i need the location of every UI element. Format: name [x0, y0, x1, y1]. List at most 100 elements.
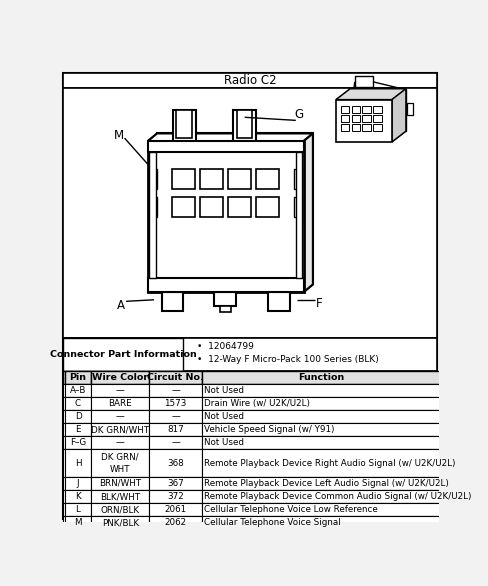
Bar	[63, 516, 437, 529]
Bar	[149, 436, 202, 449]
Text: —: —	[171, 412, 180, 421]
Bar	[63, 423, 437, 436]
Bar	[172, 196, 196, 217]
Bar	[363, 105, 371, 113]
Bar	[202, 477, 440, 490]
Bar	[149, 397, 202, 410]
Bar	[63, 449, 437, 477]
Bar	[63, 477, 437, 490]
Text: ORN/BLK: ORN/BLK	[101, 505, 140, 514]
Bar	[200, 169, 224, 189]
Bar	[63, 338, 437, 370]
Bar	[352, 124, 360, 131]
Bar	[355, 77, 373, 87]
Bar	[202, 410, 440, 423]
Polygon shape	[392, 89, 406, 142]
Bar	[341, 124, 349, 131]
Text: WHT: WHT	[110, 465, 131, 473]
Bar	[407, 103, 413, 115]
Bar	[91, 436, 149, 449]
Text: 817: 817	[167, 425, 184, 434]
Text: L: L	[76, 505, 81, 514]
Text: Connector Part Information: Connector Part Information	[50, 350, 197, 359]
Bar	[228, 196, 251, 217]
Text: F: F	[316, 297, 323, 310]
Text: C: C	[75, 399, 81, 408]
Bar	[148, 278, 304, 292]
Bar	[268, 292, 289, 311]
Bar	[65, 477, 91, 490]
Text: K: K	[75, 492, 81, 501]
Text: A–B: A–B	[70, 386, 86, 395]
Bar	[256, 196, 279, 217]
Text: —: —	[171, 386, 180, 395]
Bar	[65, 503, 91, 516]
Polygon shape	[304, 134, 313, 292]
Bar	[91, 503, 149, 516]
Bar	[149, 410, 202, 423]
Bar	[162, 292, 183, 311]
Text: 372: 372	[167, 492, 184, 501]
Bar	[91, 477, 149, 490]
Bar	[65, 436, 91, 449]
Text: Vehicle Speed Signal (w/ Y91): Vehicle Speed Signal (w/ Y91)	[204, 425, 335, 434]
Text: Circuit No.: Circuit No.	[147, 373, 204, 381]
Bar	[63, 338, 183, 370]
Bar	[91, 397, 149, 410]
Bar	[214, 292, 236, 306]
Text: —: —	[116, 438, 124, 447]
Text: Cellular Telephone Voice Signal: Cellular Telephone Voice Signal	[204, 518, 341, 527]
Bar	[373, 105, 382, 113]
Bar	[172, 169, 196, 189]
Text: Cellular Telephone Voice Low Reference: Cellular Telephone Voice Low Reference	[204, 505, 378, 514]
Text: Radio C2: Radio C2	[224, 74, 276, 87]
Bar	[202, 397, 440, 410]
Bar	[149, 490, 202, 503]
Bar	[148, 141, 304, 292]
Bar	[294, 169, 302, 189]
Text: Not Used: Not Used	[204, 438, 244, 447]
Text: 367: 367	[167, 479, 184, 488]
Bar	[350, 89, 406, 131]
Bar	[363, 124, 371, 131]
Text: J: J	[77, 479, 79, 488]
Bar	[149, 516, 202, 529]
Bar	[63, 490, 437, 503]
Bar	[202, 449, 440, 477]
Bar	[65, 516, 91, 529]
Bar	[200, 196, 224, 217]
Bar	[91, 516, 149, 529]
Bar	[149, 477, 202, 490]
Bar	[341, 115, 349, 122]
Text: BARE: BARE	[108, 399, 132, 408]
Bar	[220, 306, 231, 312]
Bar	[63, 384, 437, 397]
Text: Remote Playback Device Right Audio Signal (w/ U2K/U2L): Remote Playback Device Right Audio Signa…	[204, 458, 456, 468]
Bar	[65, 449, 91, 477]
Text: Not Used: Not Used	[204, 412, 244, 421]
Bar	[373, 124, 382, 131]
Bar	[296, 152, 302, 278]
Bar	[148, 141, 304, 152]
Bar	[91, 410, 149, 423]
Bar	[63, 73, 437, 88]
Bar	[202, 503, 440, 516]
Polygon shape	[336, 89, 406, 100]
Text: Remote Playback Device Left Audio Signal (w/ U2K/U2L): Remote Playback Device Left Audio Signal…	[204, 479, 449, 488]
Text: 2062: 2062	[164, 518, 187, 527]
Bar	[352, 115, 360, 122]
Text: Drain Wire (w/ U2K/U2L): Drain Wire (w/ U2K/U2L)	[204, 399, 310, 408]
Bar	[91, 370, 149, 384]
Bar	[65, 384, 91, 397]
Bar	[149, 152, 156, 278]
Bar	[91, 449, 149, 477]
Bar	[233, 110, 256, 144]
Text: —: —	[116, 412, 124, 421]
Text: Remote Playback Device Common Audio Signal (w/ U2K/U2L): Remote Playback Device Common Audio Sign…	[204, 492, 472, 501]
Bar	[91, 423, 149, 436]
Bar	[149, 423, 202, 436]
Text: E: E	[75, 425, 81, 434]
Bar	[63, 397, 437, 410]
Bar	[294, 196, 302, 217]
Polygon shape	[148, 134, 313, 141]
